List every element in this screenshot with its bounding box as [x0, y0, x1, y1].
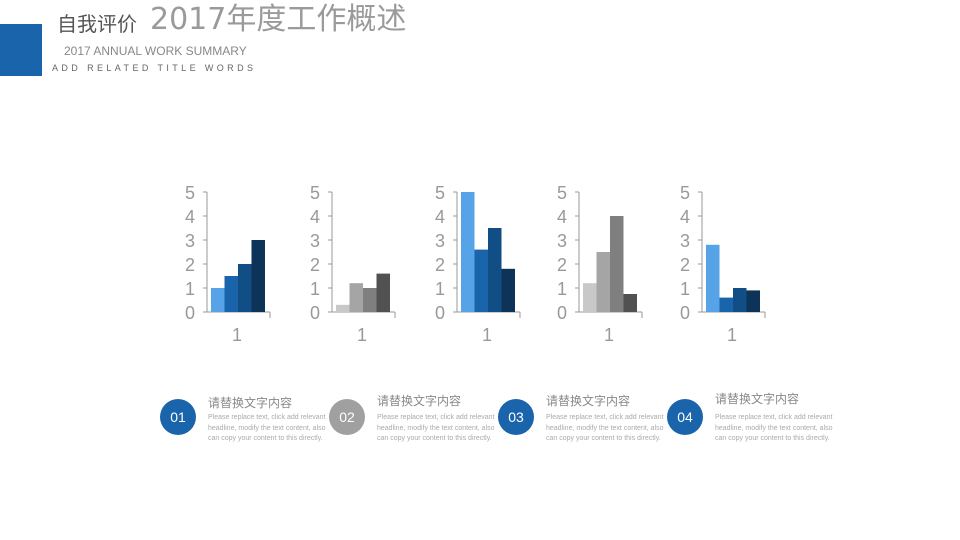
subtitle: ADD RELATED TITLE WORDS — [52, 63, 257, 73]
y-tick-label: 4 — [557, 207, 567, 227]
bar — [376, 273, 390, 312]
y-tick-label: 3 — [435, 231, 445, 251]
x-tick-label: 1 — [604, 325, 614, 345]
main-title: 2017年度工作概述 — [150, 2, 407, 37]
y-tick-label: 0 — [680, 303, 690, 323]
bar — [596, 252, 610, 312]
y-tick-label: 2 — [185, 255, 195, 275]
bar — [336, 304, 350, 312]
y-tick-label: 1 — [310, 279, 320, 299]
item-heading: 请替换文字内容 — [715, 392, 800, 406]
y-tick-label: 3 — [680, 231, 690, 251]
item-heading: 请替换文字内容 — [546, 394, 631, 408]
item-03: 03 请替换文字内容 Please replace text, click ad… — [498, 392, 668, 462]
item-body: Please replace text, click add relevant … — [208, 414, 326, 442]
bar — [363, 288, 377, 312]
y-tick-label: 3 — [310, 231, 320, 251]
y-tick-label: 4 — [680, 207, 690, 227]
y-tick-label: 5 — [435, 183, 445, 203]
item-heading: 请替换文字内容 — [208, 396, 293, 410]
bar — [211, 288, 225, 312]
bar — [461, 192, 475, 312]
y-tick-label: 0 — [310, 303, 320, 323]
bar — [224, 276, 238, 312]
y-tick-label: 4 — [435, 207, 445, 227]
y-tick-label: 3 — [185, 231, 195, 251]
y-tick-label: 1 — [435, 279, 445, 299]
y-tick-label: 4 — [310, 207, 320, 227]
y-tick-label: 2 — [557, 255, 567, 275]
y-tick-label: 5 — [557, 183, 567, 203]
x-tick-label: 1 — [232, 325, 242, 345]
item-body: Please replace text, click add relevant … — [546, 414, 664, 442]
x-tick-label: 1 — [357, 325, 367, 345]
bar — [610, 216, 624, 312]
item-01: 01 请替换文字内容 Please replace text, click ad… — [160, 392, 330, 462]
section-title: 自我评价 — [57, 12, 137, 36]
x-tick-label: 1 — [727, 325, 737, 345]
item-heading: 请替换文字内容 — [377, 394, 462, 408]
item-02: 02 请替换文字内容 Please replace text, click ad… — [329, 392, 499, 462]
item-body: Please replace text, click add relevant … — [715, 414, 833, 442]
bar — [488, 228, 502, 312]
bar — [251, 240, 265, 312]
bar — [733, 288, 747, 312]
y-tick-label: 2 — [310, 255, 320, 275]
bar — [719, 297, 733, 312]
number-badge: 02 — [329, 399, 365, 435]
bar — [349, 283, 363, 312]
bar — [474, 249, 488, 312]
accent-block — [0, 24, 42, 76]
y-tick-label: 1 — [185, 279, 195, 299]
bar — [706, 244, 720, 312]
number-badge: 01 — [160, 399, 196, 435]
number-badge: 04 — [667, 399, 703, 435]
bar — [583, 283, 597, 312]
x-tick-label: 1 — [482, 325, 492, 345]
english-title: 2017 ANNUAL WORK SUMMARY — [64, 44, 247, 58]
y-tick-label: 5 — [310, 183, 320, 203]
y-tick-label: 2 — [680, 255, 690, 275]
bar — [238, 264, 252, 312]
y-tick-label: 5 — [185, 183, 195, 203]
y-tick-label: 1 — [557, 279, 567, 299]
y-tick-label: 4 — [185, 207, 195, 227]
y-tick-label: 2 — [435, 255, 445, 275]
bar — [501, 268, 515, 312]
y-tick-label: 3 — [557, 231, 567, 251]
y-tick-label: 0 — [557, 303, 567, 323]
item-04: 04 请替换文字内容 Please replace text, click ad… — [667, 392, 837, 462]
item-body: Please replace text, click add relevant … — [377, 414, 495, 442]
y-tick-label: 5 — [680, 183, 690, 203]
number-badge: 03 — [498, 399, 534, 435]
bar — [623, 294, 637, 312]
bar — [746, 290, 760, 312]
y-tick-label: 1 — [680, 279, 690, 299]
y-tick-label: 0 — [185, 303, 195, 323]
y-tick-label: 0 — [435, 303, 445, 323]
